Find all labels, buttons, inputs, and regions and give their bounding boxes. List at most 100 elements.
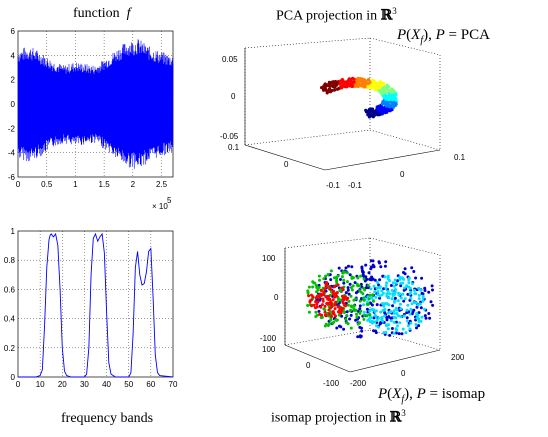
isomap-point bbox=[333, 293, 336, 297]
isomap-point bbox=[399, 307, 403, 311]
frequency-x-tick: 0 bbox=[16, 380, 21, 389]
pca-point bbox=[325, 91, 329, 95]
function-x-multiplier-exp: 5 bbox=[167, 196, 172, 205]
isomap-point bbox=[382, 304, 386, 308]
isomap-point bbox=[393, 296, 397, 300]
isomap-point bbox=[393, 292, 396, 296]
isomap-point bbox=[342, 278, 346, 282]
isomap-point bbox=[401, 281, 405, 285]
isomap-point bbox=[356, 284, 360, 288]
function-y-tick: 6 bbox=[11, 27, 16, 36]
isomap-point bbox=[336, 300, 340, 303]
isomap-point bbox=[393, 300, 397, 303]
caption-frequency-bands: frequency bands bbox=[61, 411, 154, 426]
isomap-point bbox=[344, 304, 348, 308]
pca-point bbox=[322, 88, 326, 92]
isomap-point bbox=[389, 284, 393, 287]
isomap-point bbox=[415, 326, 418, 330]
isomap-point bbox=[344, 317, 348, 321]
isomap-point bbox=[403, 297, 407, 301]
isomap-point bbox=[323, 310, 327, 314]
isomap-point bbox=[355, 312, 358, 316]
isomap-point bbox=[322, 290, 326, 294]
isomap-point bbox=[346, 288, 350, 292]
isomap-point bbox=[391, 281, 395, 285]
frequency-x-tick: 10 bbox=[36, 380, 45, 389]
isomap-point bbox=[423, 307, 426, 311]
pca-point bbox=[390, 87, 394, 91]
isomap-point bbox=[409, 296, 413, 300]
isomap-point bbox=[381, 274, 385, 278]
isomap-x-tick: -200 bbox=[350, 379, 367, 388]
isomap-point bbox=[353, 281, 357, 285]
isomap-point bbox=[411, 282, 414, 286]
isomap-point bbox=[386, 274, 390, 278]
frequency-y-tick: 0 bbox=[11, 373, 16, 382]
isomap-point bbox=[307, 310, 311, 314]
isomap-point bbox=[397, 332, 401, 336]
isomap-point bbox=[329, 269, 333, 273]
function-signal bbox=[17, 39, 174, 169]
isomap-point bbox=[385, 281, 389, 285]
isomap-point bbox=[307, 294, 311, 298]
isomap-point bbox=[419, 306, 423, 310]
pca-point bbox=[353, 84, 357, 89]
isomap-point bbox=[327, 308, 331, 312]
function-y-tick: 0 bbox=[11, 100, 16, 109]
isomap-point bbox=[359, 274, 363, 278]
isomap-point bbox=[369, 301, 373, 305]
isomap-point bbox=[367, 271, 371, 275]
isomap-x-tick: 0 bbox=[401, 369, 406, 378]
isomap-point bbox=[359, 334, 363, 338]
isomap-point bbox=[358, 307, 362, 311]
isomap-point bbox=[388, 333, 392, 337]
isomap-point bbox=[374, 314, 378, 318]
isomap-point bbox=[354, 291, 358, 295]
isomap-point bbox=[408, 292, 412, 296]
isomap-point bbox=[413, 292, 417, 296]
isomap-point bbox=[344, 301, 348, 305]
pca-point bbox=[320, 86, 324, 90]
isomap-point bbox=[350, 276, 354, 280]
isomap-point bbox=[403, 267, 407, 271]
function-x-tick: 0 bbox=[16, 180, 21, 189]
isomap-point bbox=[372, 299, 375, 303]
isomap-point bbox=[346, 280, 349, 284]
isomap-point bbox=[348, 273, 352, 277]
isomap-point bbox=[405, 284, 409, 288]
isomap-z-tick: 100 bbox=[262, 254, 276, 263]
isomap-point bbox=[392, 331, 396, 335]
isomap-point bbox=[385, 294, 389, 298]
isomap-point bbox=[412, 300, 416, 304]
isomap-point bbox=[405, 319, 409, 323]
isomap-point bbox=[318, 312, 322, 316]
isomap-point bbox=[366, 318, 370, 322]
isomap-point bbox=[359, 309, 363, 313]
isomap-point bbox=[360, 329, 364, 333]
pca-points bbox=[320, 76, 398, 119]
pca-y-tick: -0.1 bbox=[326, 181, 340, 190]
isomap-point bbox=[332, 312, 336, 316]
isomap-point bbox=[400, 332, 404, 336]
isomap-point bbox=[398, 275, 402, 279]
isomap-point bbox=[307, 285, 311, 289]
isomap-point bbox=[397, 314, 400, 318]
isomap-point bbox=[398, 321, 402, 325]
isomap-point bbox=[423, 289, 427, 292]
isomap-x-tick: 200 bbox=[451, 353, 465, 362]
isomap-point bbox=[383, 302, 387, 305]
function-y-tick: 2 bbox=[11, 76, 16, 85]
isomap-point bbox=[362, 310, 366, 314]
isomap-point bbox=[408, 286, 412, 290]
function-x-tick: 2 bbox=[131, 180, 136, 189]
isomap-point bbox=[401, 292, 405, 296]
pca-point bbox=[331, 85, 335, 89]
function-y-tick: -2 bbox=[8, 124, 16, 133]
isomap-point bbox=[378, 285, 382, 289]
isomap-point bbox=[380, 318, 384, 322]
isomap-point bbox=[326, 273, 330, 276]
isomap-point bbox=[369, 259, 373, 263]
function-x-tick: 1 bbox=[73, 180, 78, 189]
isomap-point bbox=[358, 325, 362, 329]
